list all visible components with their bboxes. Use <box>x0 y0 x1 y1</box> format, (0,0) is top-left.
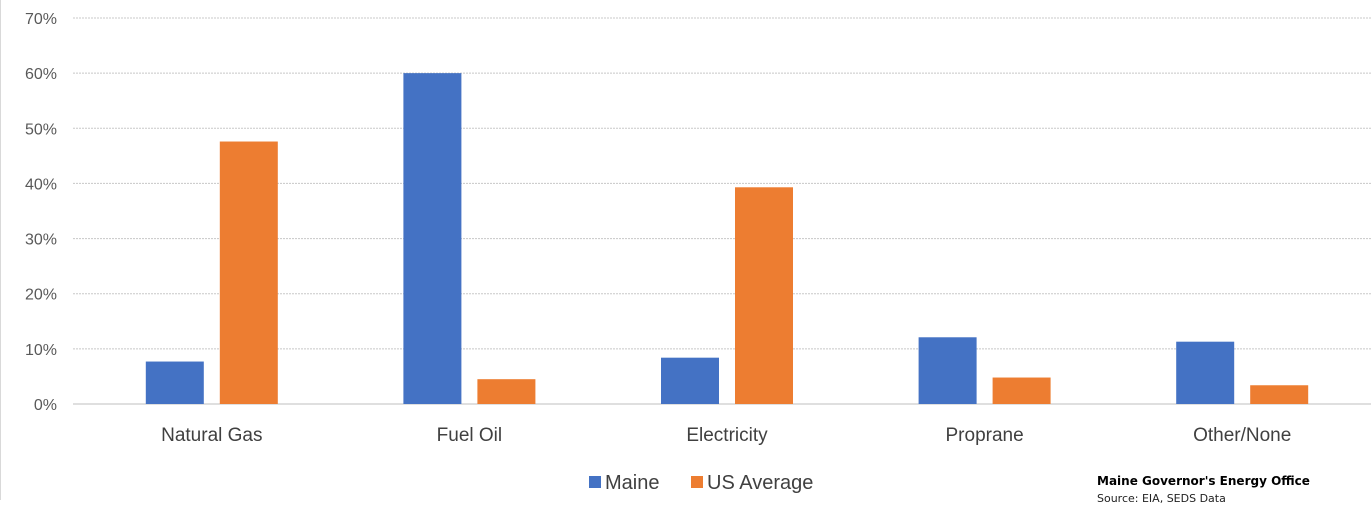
legend-label: Maine <box>605 472 659 494</box>
bar-maine <box>1176 341 1235 404</box>
x-category-label: Fuel Oil <box>437 425 502 446</box>
credit-org: Maine Governor's Energy Office <box>1097 474 1310 488</box>
bar-us-average <box>219 141 278 404</box>
legend-swatch <box>691 476 703 488</box>
x-category-label: Proprane <box>946 425 1024 446</box>
legend-swatch <box>589 476 601 488</box>
y-tick-label: 20% <box>25 287 57 304</box>
legend-label: US Average <box>707 472 813 494</box>
y-tick-label: 0% <box>34 397 57 414</box>
y-tick-label: 70% <box>25 11 57 28</box>
y-tick-label: 40% <box>25 176 57 193</box>
bar-us-average <box>477 379 536 404</box>
bar-us-average <box>992 377 1051 404</box>
bar-maine <box>403 73 462 405</box>
x-category-label: Other/None <box>1193 425 1291 446</box>
y-tick-label: 30% <box>25 232 57 249</box>
credit-source: Source: EIA, SEDS Data <box>1097 492 1226 505</box>
chart-border <box>0 0 1 500</box>
bar-maine <box>918 337 977 404</box>
x-category-label: Natural Gas <box>161 425 262 446</box>
y-tick-label: 10% <box>25 342 57 359</box>
bar-us-average <box>1250 385 1309 404</box>
bar-us-average <box>735 187 793 404</box>
y-tick-label: 50% <box>25 121 57 138</box>
bar-maine <box>145 361 204 404</box>
y-tick-label: 60% <box>25 66 57 83</box>
x-category-label: Electricity <box>686 425 768 446</box>
bar-maine <box>661 357 719 404</box>
